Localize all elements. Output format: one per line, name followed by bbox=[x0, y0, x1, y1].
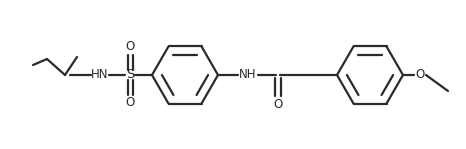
Text: NH: NH bbox=[239, 69, 257, 82]
Text: O: O bbox=[274, 98, 282, 111]
Text: S: S bbox=[126, 69, 134, 82]
Text: O: O bbox=[125, 41, 135, 53]
Text: O: O bbox=[125, 97, 135, 110]
Text: O: O bbox=[415, 69, 425, 82]
Text: HN: HN bbox=[91, 69, 109, 82]
